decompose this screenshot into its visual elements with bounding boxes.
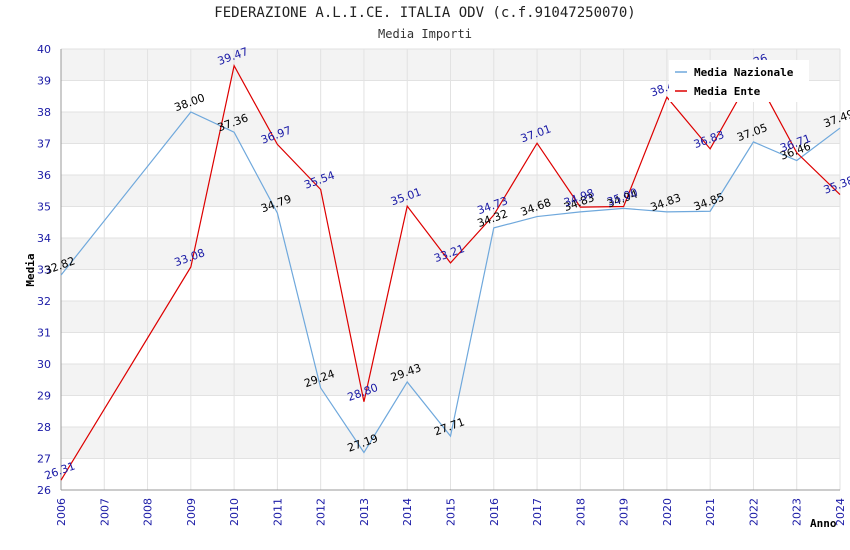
x-tick-label: 2018 [574,498,587,526]
y-tick-label: 32 [37,295,51,308]
y-tick-label: 37 [37,138,51,151]
legend: Media Nazionale Media Ente [669,60,809,102]
chart-title: FEDERAZIONE A.L.I.CE. ITALIA ODV (c.f.91… [214,5,636,21]
x-tick-label: 2023 [791,498,804,526]
y-tick-label: 26 [37,484,51,497]
legend-box [669,60,809,102]
series-line-media-ente [60,63,841,481]
y-tick-label: 39 [37,75,51,88]
x-tick-label: 2017 [531,498,544,526]
x-axis-title: Anno [810,517,837,530]
data-label: 38.00 [173,91,207,114]
series-line-media-nazionale [60,111,841,454]
y-tick-label: 27 [37,453,51,466]
x-tick-label: 2021 [704,498,717,526]
x-tick-label: 2016 [488,498,501,526]
x-tick-label: 2006 [55,498,68,526]
x-tick-label: 2024 [834,498,847,526]
x-tick-label: 2020 [661,498,674,526]
y-tick-label: 35 [37,201,51,214]
y-tick-label: 38 [37,106,51,119]
x-tick-label: 2007 [98,498,111,526]
x-tick-label: 2022 [747,498,760,526]
x-tick-label: 2010 [228,498,241,526]
y-tick-label: 29 [37,390,51,403]
x-tick-label: 2019 [618,498,631,526]
x-tick-label: 2011 [271,498,284,526]
y-tick-label: 33 [37,264,51,277]
x-tick-label: 2012 [315,498,328,526]
chart-subtitle: Media Importi [378,27,472,41]
legend-entry: Media Ente [694,85,761,98]
x-tick-label: 2009 [185,498,198,526]
x-tick-label: 2013 [358,498,371,526]
x-tick-label: 2008 [142,498,155,526]
y-tick-label: 40 [37,43,51,56]
y-tick-label: 30 [37,358,51,371]
x-tick-label: 2015 [445,498,458,526]
y-tick-label: 31 [37,327,51,340]
x-tick-label: 2014 [401,498,414,526]
y-axis-title: Media [24,253,37,286]
data-label: 32.82 [43,254,77,277]
y-tick-label: 34 [37,232,51,245]
legend-entry: Media Nazionale [694,66,794,79]
y-tick-label: 36 [37,169,51,182]
y-tick-label: 28 [37,421,51,434]
